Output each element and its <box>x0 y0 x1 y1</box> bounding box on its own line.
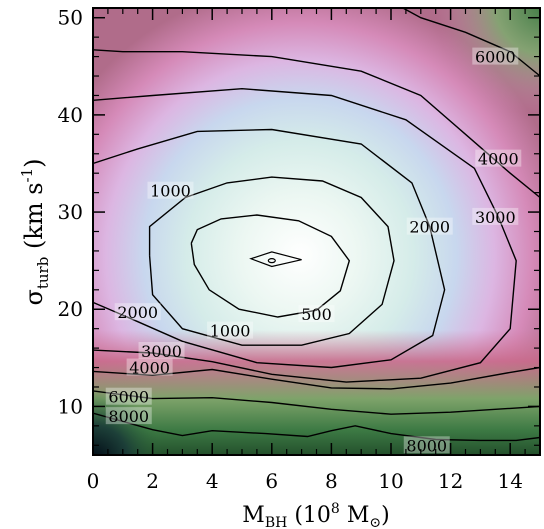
contour-line-4 <box>93 366 540 390</box>
x-tick-label: 12 <box>438 469 463 493</box>
contour-labels: 5001000100020002000300030004000400060006… <box>105 47 522 455</box>
y-tick-label: 40 <box>58 103 83 127</box>
contour-label: 8000 <box>108 407 149 426</box>
contour-innermost <box>249 251 302 268</box>
dark-corner <box>93 380 213 455</box>
contour-lines <box>93 8 540 442</box>
minimum-marker <box>267 258 276 264</box>
x-axis-title: MBH (108 M⊙) <box>242 501 389 529</box>
plot-area <box>93 8 540 455</box>
contour-label-bg <box>298 305 335 323</box>
contour-label-bg <box>105 387 152 405</box>
x-tick-label: 0 <box>87 469 100 493</box>
contour-label: 500 <box>301 305 332 324</box>
contour-line-6 <box>93 390 540 415</box>
contour-label-bg <box>138 342 185 360</box>
contour-line-2 <box>93 128 446 369</box>
contour-label: 4000 <box>478 150 519 169</box>
contour-label-bg <box>126 358 173 376</box>
contour-label: 3000 <box>141 342 182 361</box>
contour-label: 1000 <box>150 182 191 201</box>
contour-line-8 <box>93 412 540 442</box>
y-title-sup: -1 <box>18 168 36 183</box>
contour-label: 6000 <box>475 48 516 67</box>
x-tick-label: 6 <box>265 469 278 493</box>
x-axis: 0 2 4 6 8 10 12 14 <box>87 8 541 493</box>
contour-line-5 <box>93 49 540 199</box>
y-title-rest: (km s <box>20 182 48 256</box>
x-tick-label: 14 <box>497 469 522 493</box>
x-tick-label: 4 <box>206 469 219 493</box>
y-axis-title: σturb (km s-1) <box>18 158 52 305</box>
contour-label: 2000 <box>117 303 158 322</box>
y-title-sub: turb <box>34 257 52 289</box>
x-title-sup: 8 <box>331 501 340 517</box>
contour-label-bg <box>406 217 453 235</box>
contour-label-bg <box>147 181 194 199</box>
contour-label-bg <box>475 149 522 167</box>
contour-label-bg <box>114 303 161 321</box>
y-tick-label: 30 <box>58 200 83 224</box>
x-tick-label: 10 <box>378 469 403 493</box>
x-title-sub: BH <box>265 515 288 529</box>
contour-label-bg <box>472 207 519 225</box>
contour-label-bg <box>472 47 519 65</box>
y-tick-label: 50 <box>58 6 83 30</box>
contour-label: 1000 <box>210 322 251 341</box>
green-corner <box>420 8 540 118</box>
x-title-tail: M <box>340 503 370 528</box>
y-axis: 10 20 30 40 50 <box>58 6 540 446</box>
contour-line-1 <box>148 176 395 346</box>
x-tick-label: 2 <box>146 469 159 493</box>
x-title-rest: (10 <box>287 503 331 528</box>
contour-line-3 <box>93 87 517 383</box>
x-title-sub2: ⊙ <box>369 515 381 529</box>
y-title-main: σ <box>20 289 48 305</box>
x-tick-label: 8 <box>325 469 338 493</box>
y-title-close: ) <box>20 158 48 167</box>
contour-label: 8000 <box>406 436 447 455</box>
y-tick-label: 20 <box>58 297 83 321</box>
contour-label: 4000 <box>129 359 170 378</box>
contour-label-bg <box>207 321 254 339</box>
contour-label-bg <box>105 407 152 425</box>
contour-line-0 <box>190 214 351 318</box>
contour-line-7 <box>402 8 540 77</box>
x-title-main: M <box>242 503 265 528</box>
contour-label: 3000 <box>475 208 516 227</box>
x-title-close: ) <box>381 503 390 528</box>
contour-label: 2000 <box>409 218 450 237</box>
y-tick-label: 10 <box>58 394 83 418</box>
contour-label-bg <box>403 436 450 454</box>
contour-label: 6000 <box>108 388 149 407</box>
